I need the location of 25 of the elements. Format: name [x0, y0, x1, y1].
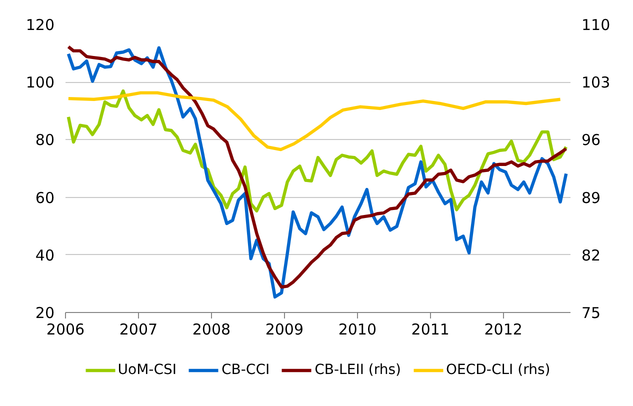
x-tick-label: 2009	[265, 320, 304, 338]
y2-tick-label: 96	[582, 131, 601, 150]
legend-label: UoM-CSI	[118, 362, 176, 378]
x-tick-label: 2010	[338, 320, 377, 338]
x-tick-label: 2011	[411, 320, 450, 338]
y-tick-label: 40	[35, 246, 55, 264]
y2-tick-label: 89	[582, 188, 601, 207]
y-tick-label: 60	[35, 188, 55, 207]
y2-tick-label: 110	[582, 16, 610, 34]
x-tick-label: 2012	[484, 320, 522, 338]
legend-label: CB-LEII (rhs)	[314, 362, 402, 378]
legend-label: OECD-CLI (rhs)	[446, 362, 550, 378]
y-tick-label: 20	[35, 304, 55, 322]
y2-tick-label: 75	[582, 304, 601, 322]
y2-tick-label: 82	[582, 246, 601, 264]
legend-label: CB-CCI	[221, 362, 270, 378]
line-series	[66, 91, 562, 152]
y2-tick-label: 103	[582, 74, 610, 92]
y-tick-label: 120	[26, 16, 55, 34]
y-tick-label: 80	[35, 131, 55, 150]
x-tick-label: 2007	[119, 320, 158, 338]
line-series	[66, 89, 568, 212]
y-tick-label: 100	[26, 74, 55, 92]
x-tick-label: 2008	[192, 320, 231, 338]
x-tick-label: 2006	[46, 320, 85, 338]
